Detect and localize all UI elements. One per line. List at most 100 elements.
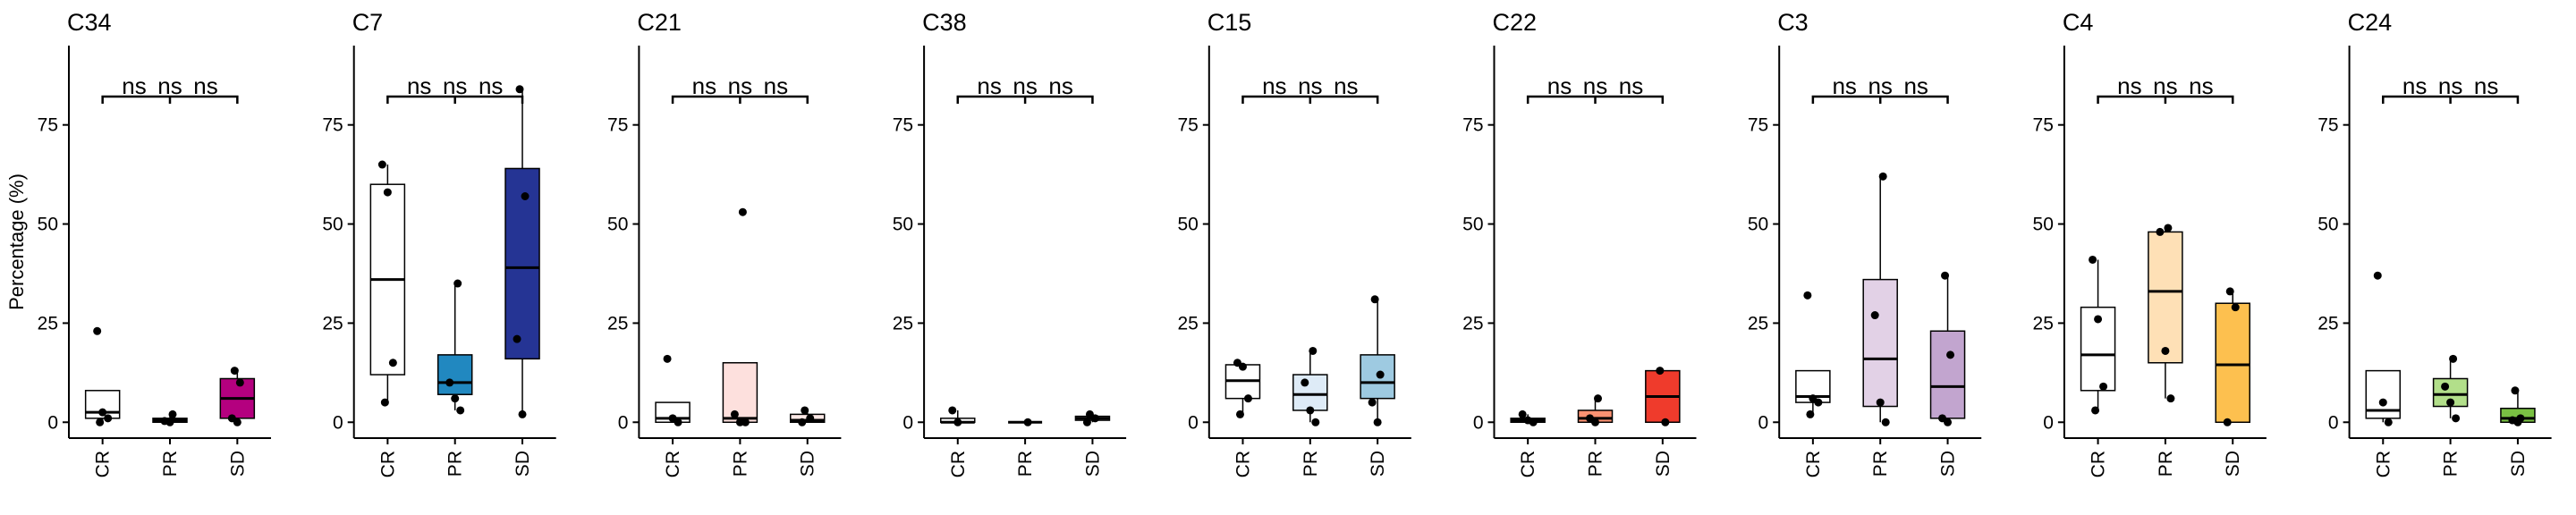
x-tick-label: SD: [227, 451, 248, 477]
point: [2231, 303, 2240, 312]
point: [674, 418, 682, 426]
point: [1876, 398, 1885, 407]
significance-bracket: [1811, 95, 1949, 104]
point: [2378, 398, 2387, 407]
y-tick-label: 25: [322, 313, 343, 333]
significance-label: ns: [2438, 72, 2462, 99]
significance-label: ns: [1903, 72, 1928, 99]
point: [1082, 418, 1091, 426]
significance-bracket: [2097, 95, 2234, 104]
panel-title: C22: [1493, 9, 1538, 36]
x-tick-label: CR: [948, 451, 969, 477]
y-tick-label: 75: [2033, 115, 2054, 136]
x-tick-label: PR: [1586, 451, 1606, 477]
y-tick-label: 0: [47, 412, 58, 433]
box: [1292, 374, 1328, 411]
point: [168, 409, 177, 418]
significance-label: ns: [1262, 72, 1286, 99]
panel-title: C15: [1208, 9, 1252, 36]
point: [165, 418, 174, 426]
y-tick-label: 0: [902, 412, 913, 433]
point: [2384, 418, 2393, 426]
point: [377, 160, 386, 169]
significance-label: ns: [2402, 72, 2427, 99]
point: [2161, 346, 2170, 355]
y-tick-label: 25: [1748, 313, 1768, 333]
x-tick-label: PR: [445, 451, 466, 477]
point: [1309, 346, 1318, 355]
x-tick-label: PR: [2441, 451, 2462, 477]
box: [1862, 278, 1898, 408]
point: [1944, 418, 1953, 426]
significance-label: ns: [2474, 72, 2498, 99]
point: [730, 409, 739, 418]
point: [513, 334, 521, 343]
panel-title: C21: [637, 9, 682, 36]
panel-title: C38: [922, 9, 967, 36]
point: [93, 326, 102, 335]
x-tick-label: SD: [2508, 451, 2529, 477]
x-tick-label: PR: [1870, 451, 1891, 477]
significance-bracket: [386, 95, 524, 104]
y-tick-label: 25: [607, 313, 628, 333]
significance-bracket: [2382, 95, 2520, 104]
point: [1368, 398, 1377, 407]
point: [1941, 271, 1950, 280]
point: [1803, 291, 1812, 300]
point: [451, 394, 460, 403]
point: [2511, 386, 2520, 395]
x-tick-label: CR: [93, 451, 114, 477]
point: [383, 188, 392, 197]
panel-title: C7: [352, 9, 384, 36]
significance-bracket: [101, 95, 239, 104]
x-tick-label: CR: [1803, 451, 1824, 477]
x-tick-label: SD: [2223, 451, 2243, 477]
point: [801, 406, 809, 415]
point: [2091, 406, 2100, 415]
y-tick-label: 25: [2033, 313, 2054, 333]
box: [722, 361, 758, 424]
significance-label: ns: [1048, 72, 1072, 99]
point: [1814, 398, 1823, 407]
point: [388, 359, 397, 367]
point: [2225, 287, 2234, 296]
y-tick-label: 75: [1748, 115, 1768, 136]
y-tick-label: 25: [2318, 313, 2338, 333]
significance-label: ns: [1298, 72, 1322, 99]
significance-label: ns: [1868, 72, 1892, 99]
x-tick-label: SD: [1653, 451, 1674, 477]
y-tick-label: 0: [1473, 412, 1484, 433]
significance-bracket: [671, 95, 809, 104]
y-tick-label: 25: [38, 313, 58, 333]
box: [2080, 306, 2116, 392]
y-tick-label: 0: [1758, 412, 1769, 433]
point: [515, 85, 524, 94]
point: [96, 418, 105, 426]
point: [2373, 271, 2382, 280]
point: [663, 354, 672, 363]
point: [2166, 394, 2175, 403]
point: [1656, 367, 1665, 376]
point: [1376, 370, 1385, 379]
point: [1529, 418, 1538, 426]
point: [104, 414, 113, 423]
x-tick-label: SD: [1938, 451, 1959, 477]
significance-label: ns: [728, 72, 752, 99]
y-tick-label: 25: [1462, 313, 1483, 333]
point: [521, 192, 530, 201]
x-tick-label: SD: [1082, 451, 1103, 477]
y-tick-label: 75: [607, 115, 628, 136]
point: [2164, 224, 2173, 232]
significance-label: ns: [1619, 72, 1643, 99]
point: [1373, 418, 1382, 426]
point: [1301, 378, 1309, 387]
significance-label: ns: [193, 72, 217, 99]
y-tick-label: 75: [1462, 115, 1483, 136]
point: [1243, 394, 1252, 403]
panel-title: C3: [1777, 9, 1809, 36]
